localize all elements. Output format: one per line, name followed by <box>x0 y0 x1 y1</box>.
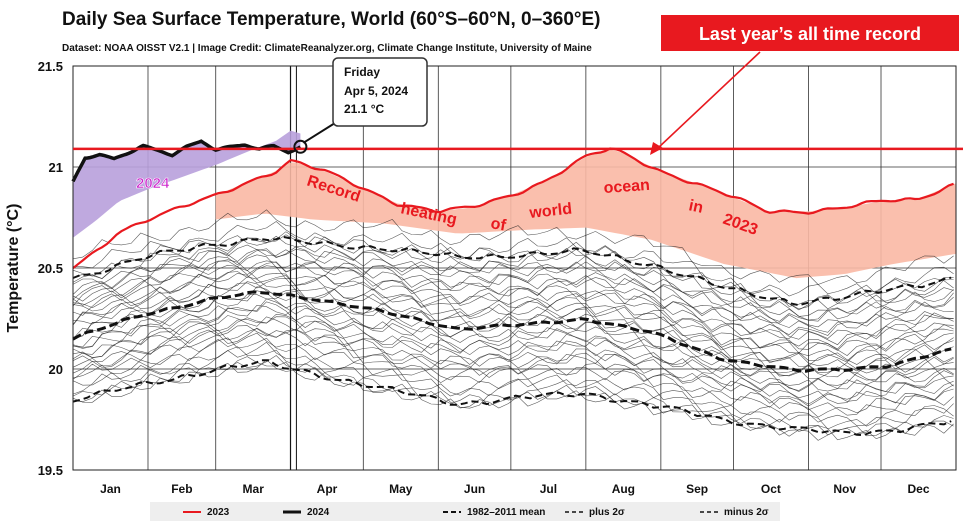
historical-year-line <box>72 209 954 285</box>
historical-years <box>72 209 954 441</box>
historical-year-line <box>72 301 954 381</box>
historical-year-line <box>72 235 954 310</box>
plot-frame <box>72 65 957 471</box>
series-2023-line <box>72 147 954 270</box>
label-2024: 2024 <box>136 175 170 192</box>
record-heating-word: world <box>528 201 573 222</box>
record-banner <box>661 15 959 51</box>
month-label: Dec <box>907 482 929 496</box>
y-tick-label: 21.5 <box>38 59 63 74</box>
historical-year-line <box>72 355 954 437</box>
historical-year-line <box>72 337 954 418</box>
month-label: Oct <box>761 482 781 496</box>
tooltip-value: 21.1 °C <box>344 102 384 116</box>
fills <box>73 130 956 279</box>
historical-year-line <box>72 313 954 391</box>
historical-year-line <box>72 341 954 427</box>
historical-year-line <box>72 276 954 356</box>
y-tick-label: 21 <box>49 160 63 175</box>
month-label: Jan <box>100 482 121 496</box>
historical-year-line <box>72 304 954 379</box>
minus-2sigma-line <box>72 359 952 437</box>
historical-year-line <box>72 248 954 322</box>
legend-label: plus 2σ <box>589 507 625 518</box>
historical-year-line <box>72 327 954 407</box>
historical-year-line <box>72 316 954 393</box>
month-label: Jun <box>464 482 485 496</box>
legend-bar <box>150 502 780 521</box>
record-heating-word: in <box>687 197 704 217</box>
historical-year-line <box>72 325 954 404</box>
banner-arrowhead <box>650 142 663 155</box>
historical-year-line <box>72 290 954 367</box>
legend-label: 2023 <box>207 507 230 518</box>
month-label: Mar <box>243 482 265 496</box>
tooltip-day: Friday <box>344 65 380 79</box>
plus-2sigma-line <box>72 235 952 307</box>
chart-title: Daily Sea Surface Temperature, World (60… <box>62 9 601 30</box>
hover-tooltip: Friday Apr 5, 2024 21.1 °C <box>293 57 428 154</box>
legend-label: 1982–2011 mean <box>467 507 545 518</box>
historical-year-line <box>73 221 954 297</box>
y-tick-label: 20.5 <box>38 261 63 276</box>
record-2023-fill <box>215 149 956 279</box>
legend: 2023 2024 1982–2011 mean plus 2σ minus 2σ <box>183 507 769 518</box>
historical-year-line <box>72 267 954 346</box>
historical-year-line <box>72 234 954 310</box>
historical-year-line <box>72 254 954 329</box>
month-label: Nov <box>833 482 856 496</box>
historical-year-line <box>72 315 954 392</box>
legend-label: minus 2σ <box>724 507 769 518</box>
y-tick-label: 19.5 <box>38 463 63 478</box>
month-label: Jul <box>540 482 557 496</box>
month-label: Aug <box>612 482 635 496</box>
tooltip-box <box>332 57 428 127</box>
chart-subtitle: Dataset: NOAA OISST V2.1 | Image Credit:… <box>62 43 592 54</box>
historical-year-line <box>72 265 954 340</box>
banner-arrow <box>657 51 761 149</box>
historical-year-line <box>72 290 954 372</box>
year-2024-fill <box>73 130 301 238</box>
y-tick-label: 20 <box>49 362 63 377</box>
historical-year-line <box>72 231 954 311</box>
y-axis-label: Temperature (°C) <box>5 204 22 333</box>
month-label: Sep <box>686 482 708 496</box>
record-heating-word: ocean <box>603 177 650 197</box>
historical-year-line <box>72 261 954 336</box>
record-heating-word: of <box>489 215 507 234</box>
record-banner-text: Last year’s all time record <box>699 24 921 44</box>
historical-year-line <box>72 298 954 377</box>
month-label: May <box>389 482 413 496</box>
historical-year-line <box>72 272 954 350</box>
tooltip-date: Apr 5, 2024 <box>344 84 408 98</box>
historical-year-line <box>72 244 954 320</box>
y-ticks: 19.5 20 20.5 21 21.5 <box>38 59 63 478</box>
legend-label: 2024 <box>307 507 330 518</box>
historical-year-line <box>72 281 954 362</box>
month-label: Apr <box>317 482 338 496</box>
month-labels: Jan Feb Mar Apr May Jun Jul Aug Sep Oct Nov Dec <box>100 482 930 496</box>
historical-year-line <box>72 332 954 416</box>
historical-year-line <box>72 359 954 441</box>
month-label: Feb <box>171 482 192 496</box>
tooltip-marker <box>293 139 308 154</box>
historical-year-line <box>72 328 954 405</box>
